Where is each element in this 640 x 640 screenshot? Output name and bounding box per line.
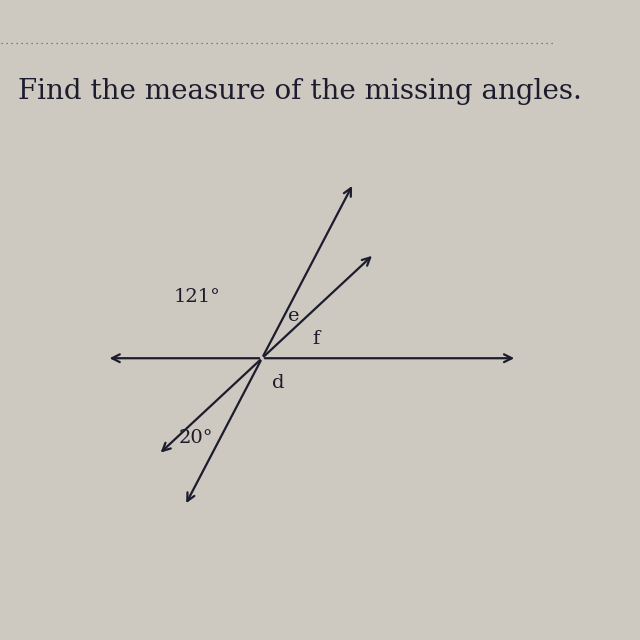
Text: 20°: 20° — [179, 429, 212, 447]
Text: d: d — [272, 374, 284, 392]
Text: e: e — [289, 307, 300, 325]
Text: f: f — [312, 330, 319, 348]
Text: Find the measure of the missing angles.: Find the measure of the missing angles. — [18, 78, 582, 105]
Text: 121°: 121° — [174, 288, 221, 306]
